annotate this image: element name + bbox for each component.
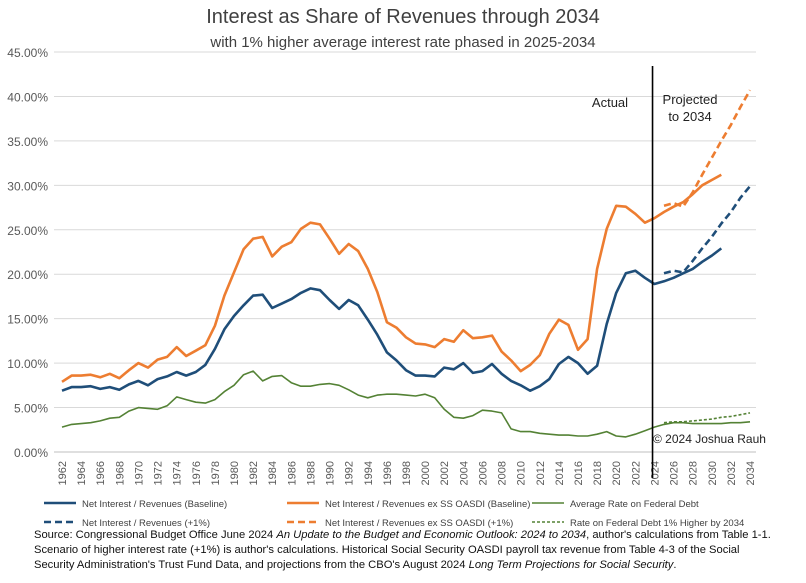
x-tick-label: 1992 bbox=[344, 461, 356, 485]
x-tick-label: 2026 bbox=[669, 461, 681, 485]
annotation-actual: Actual bbox=[592, 95, 628, 110]
annotation-copyright: © 2024 Joshua Rauh bbox=[653, 432, 766, 446]
x-tick-label: 1978 bbox=[210, 461, 222, 485]
gridlines bbox=[54, 51, 756, 453]
x-tick-label: 2028 bbox=[688, 461, 700, 485]
y-tick-label: 40.00% bbox=[7, 90, 48, 104]
x-tick-label: 2030 bbox=[707, 461, 719, 485]
x-tick-label: 2032 bbox=[726, 461, 738, 485]
legend-label: Average Rate on Federal Debt bbox=[570, 499, 699, 510]
x-tick-label: 2002 bbox=[439, 461, 451, 485]
annotation-projected-2034: to 2034 bbox=[668, 109, 711, 124]
x-tick-label: 2020 bbox=[611, 461, 623, 485]
x-tick-label: 2016 bbox=[573, 461, 585, 485]
chart-title: Interest as Share of Revenues through 20… bbox=[206, 6, 600, 28]
source-line-1: Source: Congressional Budget Office June… bbox=[34, 529, 771, 541]
x-tick-label: 1990 bbox=[325, 461, 337, 485]
y-tick-label: 0.00% bbox=[14, 446, 48, 460]
x-tick-label: 1982 bbox=[248, 461, 260, 485]
source-note: Source: Congressional Budget Office June… bbox=[34, 528, 802, 573]
series-lines bbox=[61, 89, 752, 438]
x-tick-label: 2012 bbox=[535, 461, 547, 485]
x-tick-label: 1962 bbox=[57, 461, 69, 485]
x-tick-label: 2006 bbox=[477, 461, 489, 485]
y-tick-label: 5.00% bbox=[14, 402, 48, 416]
x-tick-label: 2004 bbox=[458, 461, 470, 485]
x-tick-label: 1996 bbox=[382, 461, 394, 485]
x-tick-label: 1984 bbox=[267, 461, 279, 485]
x-tick-label: 2008 bbox=[497, 461, 509, 485]
y-tick-label: 15.00% bbox=[7, 313, 48, 327]
legend-label: Net Interest / Revenues (Baseline) bbox=[82, 499, 227, 510]
x-tick-label: 1986 bbox=[286, 461, 298, 485]
y-tick-label: 30.00% bbox=[7, 179, 48, 193]
x-tick-label: 1972 bbox=[153, 461, 165, 485]
x-tick-label: 1988 bbox=[305, 461, 317, 485]
x-tick-label: 1976 bbox=[191, 461, 203, 485]
legend-label: Rate on Federal Debt 1% Higher by 2034 bbox=[570, 518, 744, 529]
source-line-2: Scenario of higher interest rate (+1%) i… bbox=[34, 544, 740, 556]
x-tick-label: 2018 bbox=[592, 461, 604, 485]
x-tick-label: 1966 bbox=[95, 461, 107, 485]
legend-label: Net Interest / Revenues (+1%) bbox=[82, 518, 210, 529]
legend-label: Net Interest / Revenues ex SS OASDI (Bas… bbox=[325, 499, 530, 510]
y-tick-label: 35.00% bbox=[7, 135, 48, 149]
annotation-projected: Projected bbox=[663, 92, 718, 107]
x-tick-label: 1968 bbox=[114, 461, 126, 485]
x-tick-label: 1974 bbox=[172, 461, 184, 485]
legend-label: Net Interest / Revenues ex SS OASDI (+1%… bbox=[325, 518, 513, 529]
x-tick-label: 2022 bbox=[630, 461, 642, 485]
series-line bbox=[663, 412, 751, 424]
x-tick-label: 1994 bbox=[363, 461, 375, 485]
y-tick-label: 25.00% bbox=[7, 224, 48, 238]
x-tick-label: 1980 bbox=[229, 461, 241, 485]
y-tick-label: 45.00% bbox=[7, 46, 48, 60]
x-tick-label: 2024 bbox=[649, 461, 661, 485]
x-tick-label: 1998 bbox=[401, 461, 413, 485]
x-tick-label: 2014 bbox=[554, 461, 566, 485]
y-axis-ticks: 0.00% 5.00% 10.00% 15.00% 20.00% 25.00% 30.00%… bbox=[7, 46, 48, 460]
series-line bbox=[663, 185, 752, 275]
source-line-3: Security Administration's Trust Fund Dat… bbox=[34, 559, 677, 571]
series-line bbox=[663, 89, 752, 208]
x-tick-label: 1964 bbox=[76, 461, 88, 485]
x-axis-ticks: 1962 1964 1966 1968 1970 1972 1974 1976 1978 1980… bbox=[57, 461, 757, 485]
legend: Net Interest / Revenues (Baseline) Net In… bbox=[44, 499, 744, 529]
series-line bbox=[61, 173, 722, 383]
x-tick-label: 2000 bbox=[420, 461, 432, 485]
x-tick-label: 2034 bbox=[745, 461, 757, 485]
y-tick-label: 10.00% bbox=[7, 357, 48, 371]
series-line bbox=[61, 370, 751, 438]
x-tick-label: 2010 bbox=[516, 461, 528, 485]
y-tick-label: 20.00% bbox=[7, 268, 48, 282]
series-line bbox=[61, 247, 723, 393]
chart-subtitle: with 1% higher average interest rate pha… bbox=[210, 34, 596, 51]
x-tick-label: 1970 bbox=[133, 461, 145, 485]
